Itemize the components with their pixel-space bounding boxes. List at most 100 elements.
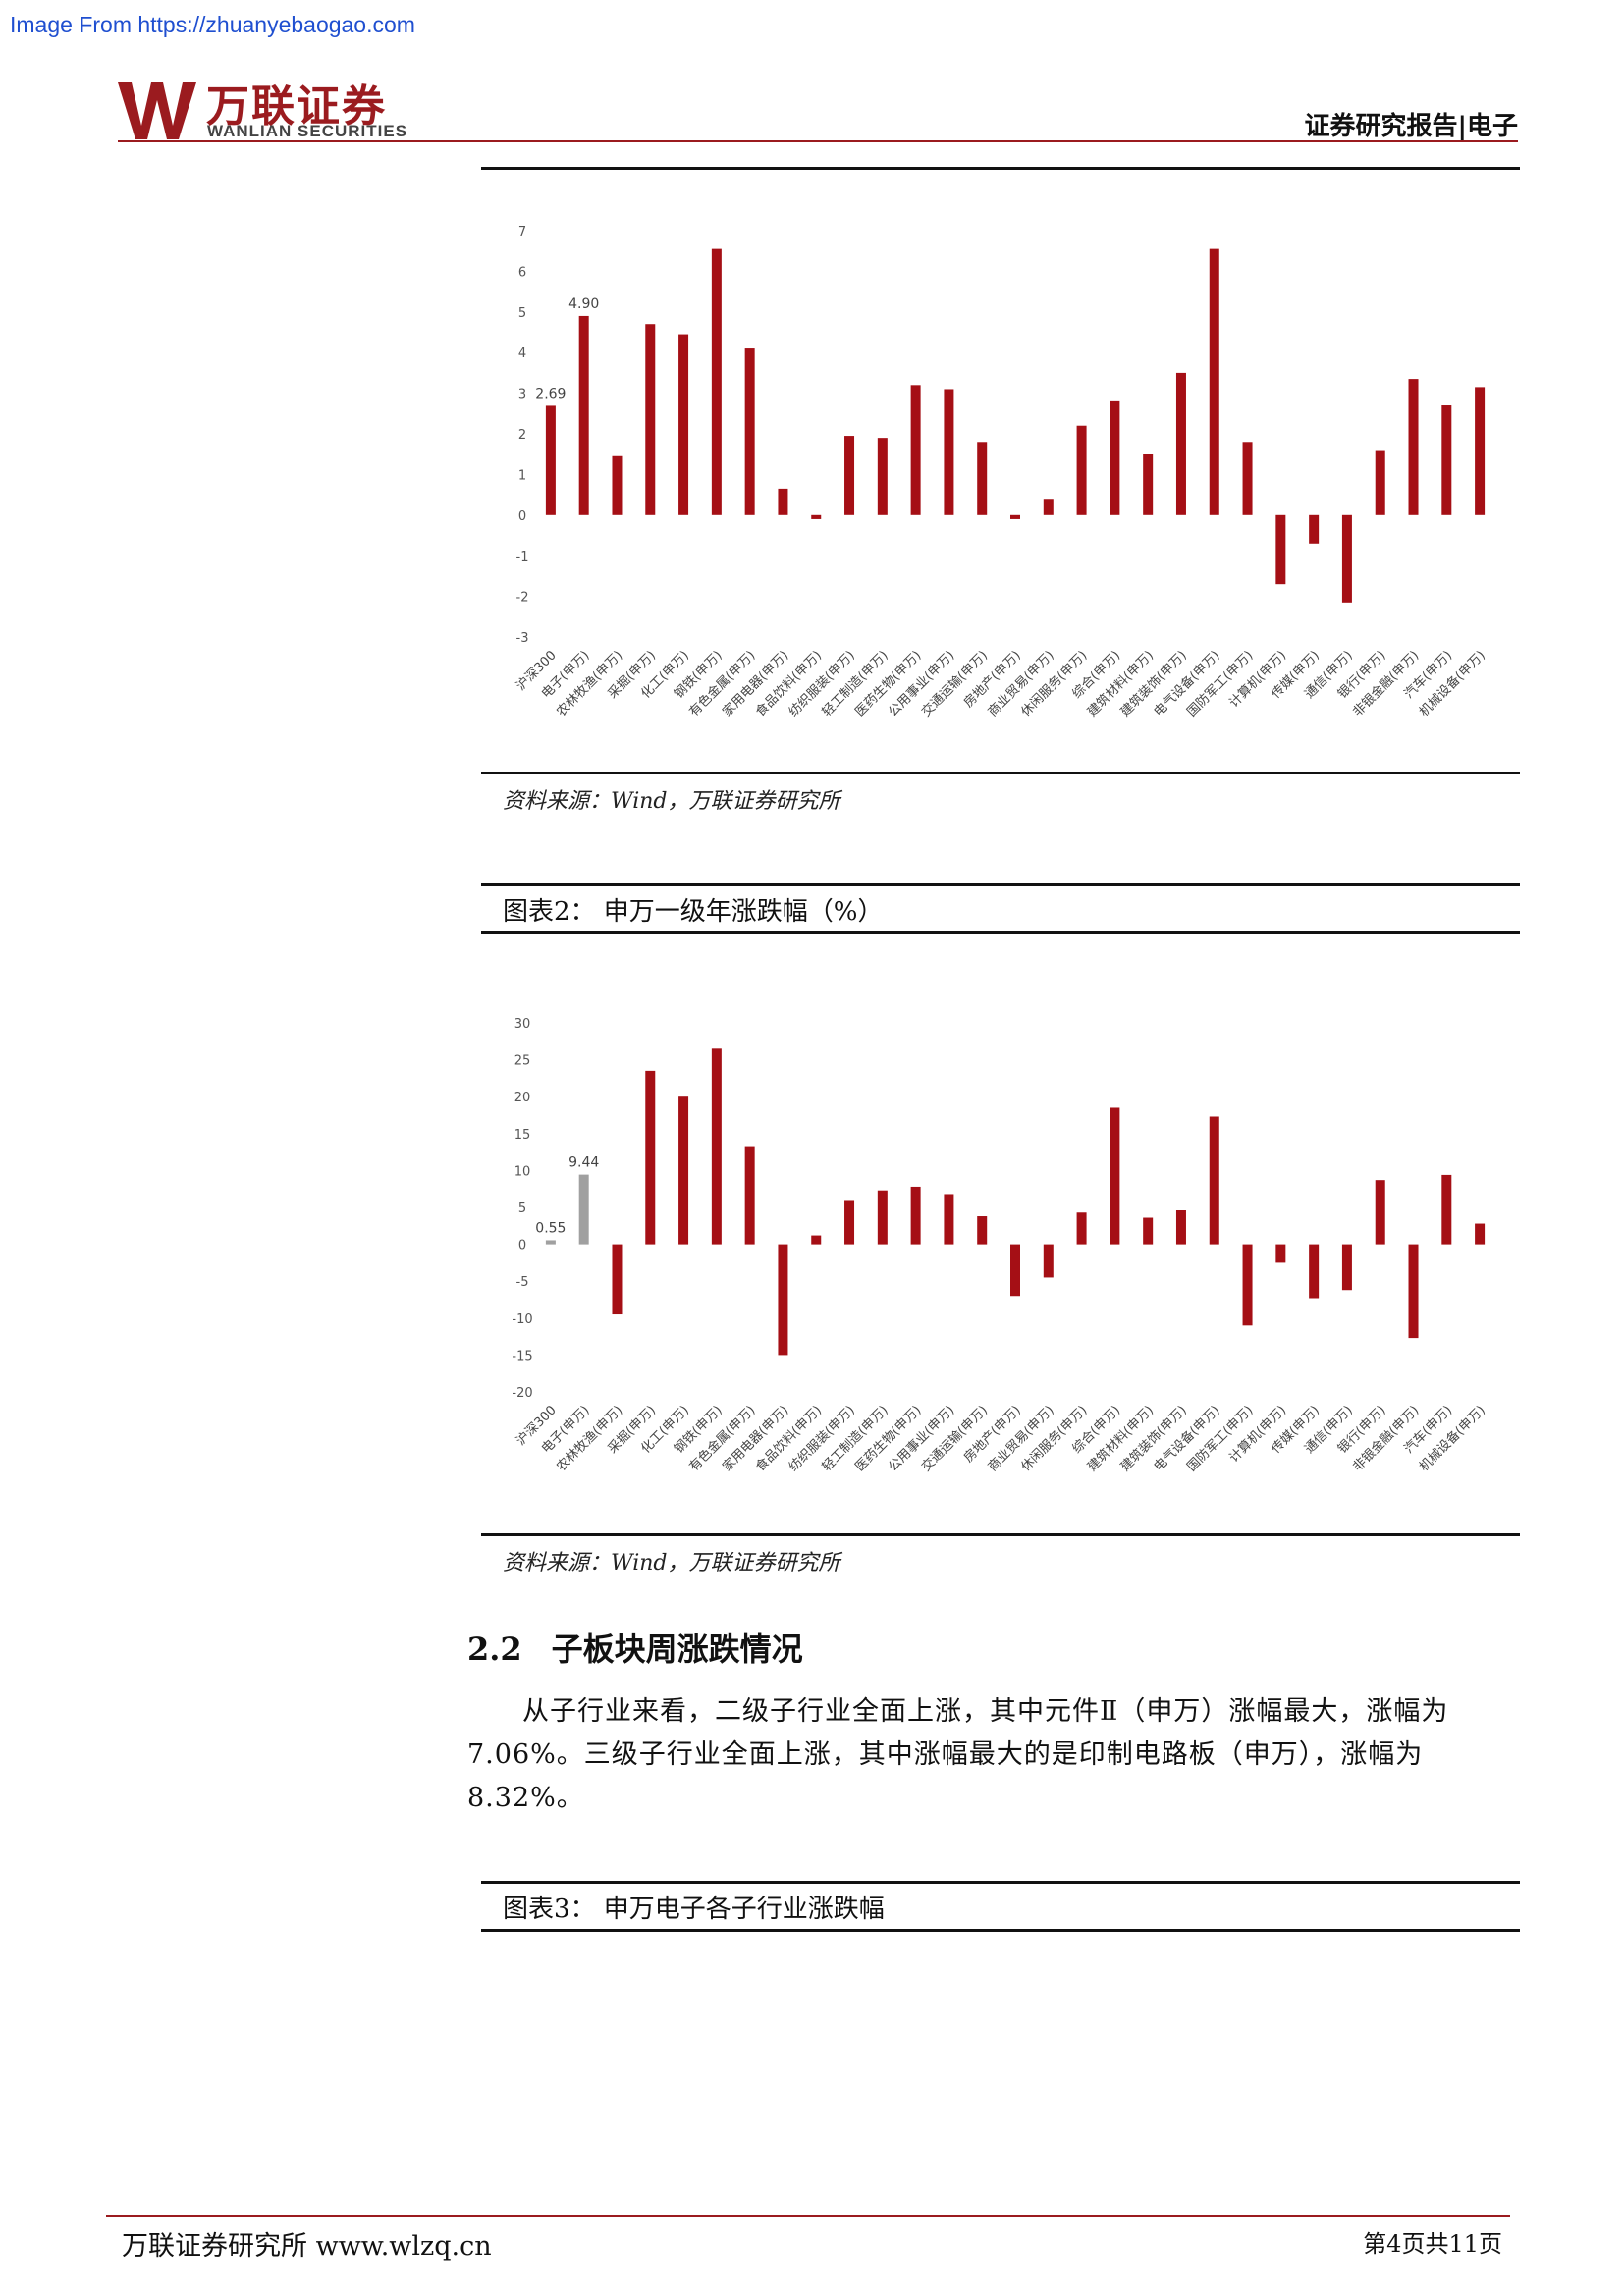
figure2-bottom-rule [481, 1533, 1520, 1536]
y-tick-label: 20 [514, 1091, 531, 1105]
bar-7 [744, 1146, 755, 1245]
y-tick-label: -2 [516, 591, 529, 606]
y-tick-label: 1 [518, 468, 526, 483]
y-tick-label: 30 [514, 1017, 531, 1032]
y-tick-label: -1 [516, 550, 529, 564]
y-tick-label: 2 [518, 428, 526, 443]
bar-25 [1341, 514, 1352, 603]
bar-9 [811, 1235, 822, 1245]
bar-11 [877, 438, 888, 515]
bar-8 [778, 488, 788, 515]
bar-2 [578, 1174, 589, 1245]
figure2-top-rule [481, 883, 1520, 886]
y-tick-label: 15 [514, 1128, 531, 1143]
bar-13 [944, 389, 954, 515]
y-tick-label: -3 [516, 631, 529, 646]
bar-29 [1475, 1223, 1486, 1245]
annual-change-bar-chart: 302520151050-5-10-15-200.55沪深3009.44电子(申… [512, 1017, 1489, 1474]
y-tick-label: -20 [512, 1386, 532, 1401]
bar-17 [1076, 425, 1087, 515]
bar-1 [545, 1240, 556, 1245]
section-number: 2.2 [467, 1630, 522, 1668]
bar-11 [877, 1190, 888, 1245]
bar-5 [678, 334, 689, 515]
bar-7 [744, 348, 755, 515]
bar-22 [1242, 1244, 1253, 1326]
bar-4 [645, 1070, 656, 1245]
bar-27 [1408, 379, 1419, 515]
data-label: 0.55 [535, 1220, 566, 1236]
figure1-bottom-rule [481, 772, 1520, 774]
bar-14 [977, 442, 988, 515]
y-tick-label: 5 [518, 1201, 526, 1216]
figure2-title-rule [481, 931, 1520, 934]
bar-27 [1408, 1244, 1419, 1339]
bar-18 [1110, 1107, 1120, 1245]
logo-chinese-name: 万联证券 [206, 81, 387, 132]
section-paragraph: 从子行业来看，二级子行业全面上涨，其中元件Ⅱ（申万）涨幅最大，涨幅为7.06%。… [467, 1696, 1449, 1813]
bar-28 [1441, 405, 1452, 515]
data-label: 9.44 [568, 1155, 599, 1171]
bar-6 [711, 1048, 722, 1245]
y-tick-label: 10 [514, 1164, 531, 1179]
bar-18 [1110, 400, 1120, 515]
footer-institute: 万联证券研究所 www.wlzq.cn [122, 2231, 492, 2262]
bar-8 [778, 1244, 788, 1356]
section-title: 子板块周涨跌情况 [551, 1630, 803, 1668]
y-tick-label: 4 [518, 347, 526, 361]
y-tick-label: -5 [516, 1275, 529, 1290]
bar-26 [1375, 1180, 1385, 1245]
bar-28 [1441, 1174, 1452, 1245]
y-tick-label: 0 [518, 509, 526, 524]
figure3-title-rule [481, 1929, 1520, 1932]
y-tick-label: 0 [518, 1239, 526, 1254]
bar-6 [711, 248, 722, 515]
report-label: 证券研究报告|电子 [1304, 112, 1519, 141]
y-tick-label: 3 [518, 388, 526, 402]
bar-24 [1309, 1244, 1320, 1299]
figure3-title: 图表3： 申万电子各子行业涨跌幅 [503, 1895, 885, 1924]
logo-english-name: WANLIAN SECURITIES [207, 122, 408, 140]
bar-23 [1275, 514, 1286, 585]
figure1-source: 资料来源：Wind，万联证券研究所 [503, 789, 840, 814]
bar-10 [844, 436, 855, 515]
bar-16 [1043, 499, 1054, 515]
bar-15 [1010, 1244, 1020, 1297]
y-tick-label: 25 [514, 1054, 531, 1069]
bar-14 [977, 1216, 988, 1245]
data-label: 2.69 [535, 386, 566, 401]
bar-3 [612, 455, 623, 515]
bar-21 [1209, 1116, 1219, 1245]
y-tick-label: 5 [518, 306, 526, 321]
bar-5 [678, 1096, 689, 1245]
bar-23 [1275, 1244, 1286, 1263]
figure2-source: 资料来源：Wind，万联证券研究所 [503, 1551, 840, 1575]
page-number: 第4页共11页 [1363, 2230, 1502, 2258]
bar-25 [1341, 1244, 1352, 1291]
figure2-title: 图表2： 申万一级年涨跌幅（%） [503, 897, 884, 927]
bar-12 [910, 385, 921, 515]
bar-4 [645, 324, 656, 515]
bar-15 [1010, 514, 1020, 519]
y-tick-label: 7 [518, 225, 526, 240]
y-tick-label: -15 [512, 1349, 532, 1363]
y-tick-label: 6 [518, 265, 526, 280]
bar-10 [844, 1200, 855, 1245]
section-heading: 2.2 子板块周涨跌情况 [467, 1625, 803, 1670]
bar-17 [1076, 1212, 1087, 1245]
bar-20 [1175, 372, 1186, 515]
bar-29 [1475, 387, 1486, 515]
bar-9 [811, 514, 822, 519]
bar-3 [612, 1244, 623, 1315]
bar-2 [578, 315, 589, 515]
bar-1 [545, 405, 556, 515]
y-tick-label: -10 [512, 1312, 532, 1327]
wanlian-logo-icon [118, 82, 196, 139]
bar-12 [910, 1186, 921, 1245]
bar-22 [1242, 442, 1253, 515]
header-divider [118, 140, 1518, 142]
bar-19 [1143, 1217, 1154, 1245]
figure1-top-rule [481, 167, 1520, 170]
bar-21 [1209, 248, 1219, 515]
figure3-top-rule [481, 1881, 1520, 1884]
